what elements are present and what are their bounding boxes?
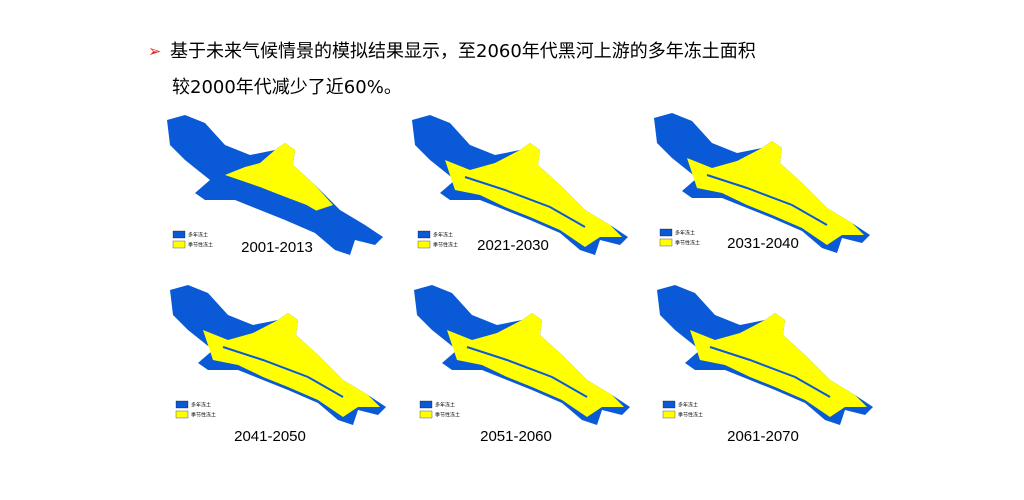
panel-label: 2061-2070 [727,428,799,445]
legend-swatch [172,240,186,249]
legend-swatch [662,410,676,419]
permafrost-strip [466,346,588,398]
legend-label: 季节性冻土 [433,242,458,249]
legend-swatch [659,228,673,237]
legend-swatch [417,240,431,249]
panel-label: 2021-2030 [477,237,549,254]
panel-label: 2031-2040 [727,235,799,252]
permafrost-strip [222,346,344,398]
legend-swatch [659,238,673,247]
bullet-arrow: ➢ [148,42,161,61]
legend-swatch [419,400,433,409]
legend-swatch [175,410,189,419]
legend-label: 多年冻土 [433,232,453,239]
panel-label: 2001-2013 [241,239,313,256]
permafrost-strip [219,174,342,230]
legend-label: 季节性冻土 [678,412,703,419]
legend-swatch [419,410,433,419]
legend-label: 季节性冻土 [188,242,213,249]
bullet-line: 基于未来气候情景的模拟结果显示，至2060年代黑河上游的多年冻土面积 [170,41,756,62]
legend-swatch [662,400,676,409]
legend-swatch [172,230,186,239]
legend-label: 季节性冻土 [675,240,700,247]
permafrost-strip [709,346,831,398]
legend-label: 多年冻土 [678,402,698,409]
permafrost-strip [464,176,586,228]
legend-label: 季节性冻土 [435,412,460,419]
legend-label: 多年冻土 [191,402,211,409]
legend-label: 多年冻土 [435,402,455,409]
legend-label: 多年冻土 [188,232,208,239]
legend-swatch [175,400,189,409]
permafrost-strip [706,174,828,226]
legend-label: 季节性冻土 [191,412,216,419]
legend-label: 多年冻土 [675,230,695,237]
panel-label: 2051-2060 [480,428,552,445]
legend-swatch [417,230,431,239]
panel-label: 2041-2050 [234,428,306,445]
bullet-line: 较2000年代减少了近60%。 [172,77,402,98]
